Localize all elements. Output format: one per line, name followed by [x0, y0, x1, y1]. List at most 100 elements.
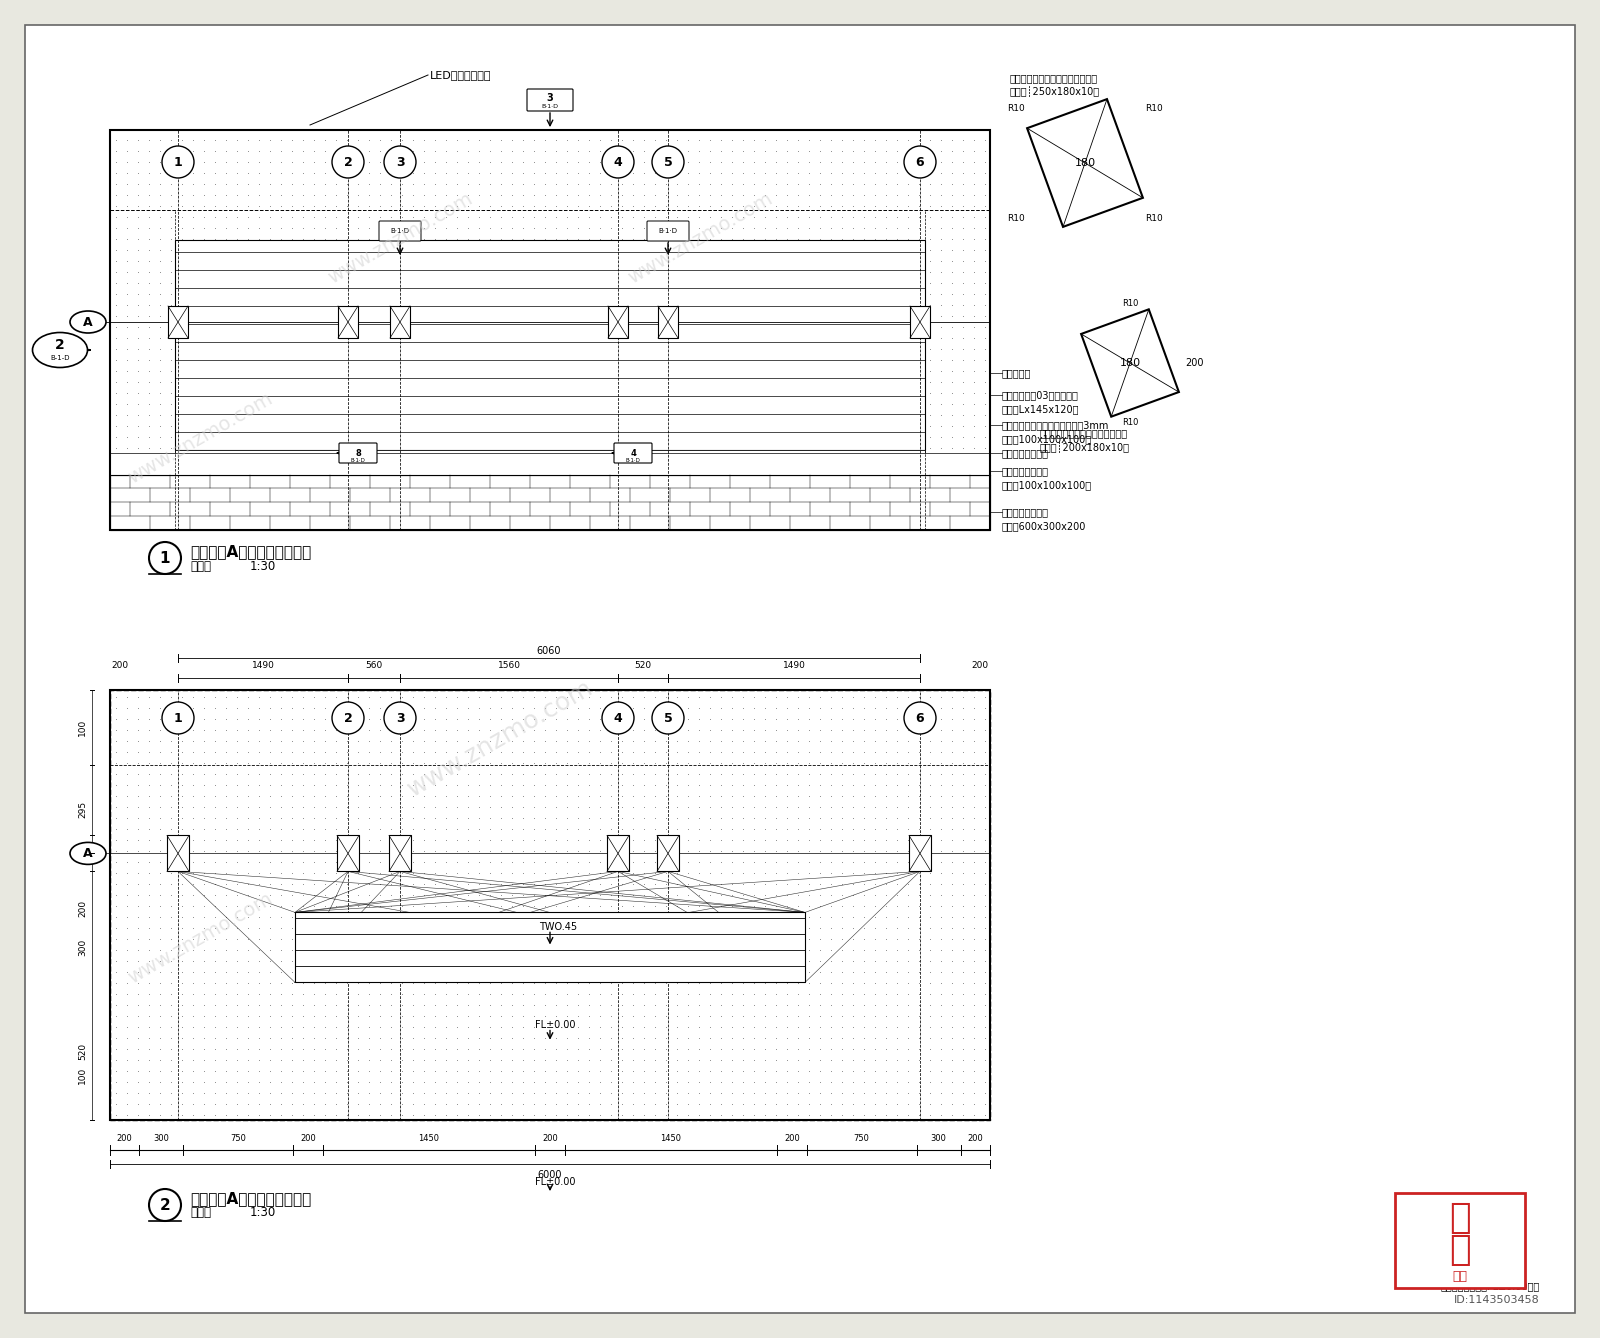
Point: [741, 818, 766, 839]
Point: [477, 128, 502, 150]
Point: [806, 316, 832, 337]
Point: [267, 503, 293, 524]
Point: [179, 840, 205, 862]
Point: [608, 961, 634, 982]
Point: [411, 238, 437, 260]
Point: [235, 961, 261, 982]
Point: [202, 828, 227, 850]
Point: [707, 217, 733, 238]
Point: [829, 415, 854, 436]
Point: [158, 305, 184, 326]
Point: [477, 862, 502, 883]
Point: [422, 1104, 448, 1125]
Point: [894, 785, 920, 807]
Point: [531, 183, 557, 205]
Point: [795, 1082, 821, 1104]
Point: [125, 195, 150, 217]
Point: [411, 305, 437, 326]
Point: [829, 436, 854, 458]
Point: [510, 895, 536, 917]
Point: [576, 272, 602, 293]
Point: [894, 492, 920, 514]
Point: [477, 1104, 502, 1125]
Point: [653, 360, 678, 381]
Point: [960, 337, 986, 359]
Point: [939, 371, 965, 392]
Point: [499, 884, 525, 906]
Point: [763, 250, 789, 272]
Point: [422, 862, 448, 883]
Point: [256, 763, 282, 784]
Point: [576, 697, 602, 719]
Point: [840, 840, 866, 862]
Point: [411, 686, 437, 708]
Point: [928, 238, 954, 260]
Point: [454, 729, 480, 751]
Point: [224, 1016, 250, 1037]
Point: [190, 162, 216, 183]
Text: 200: 200: [78, 900, 86, 917]
Point: [454, 238, 480, 260]
Point: [718, 807, 744, 828]
Point: [565, 971, 590, 993]
Point: [366, 436, 392, 458]
Point: [795, 862, 821, 883]
Point: [906, 480, 931, 502]
Point: [576, 250, 602, 272]
Point: [190, 840, 216, 862]
Point: [960, 686, 986, 708]
Point: [400, 1082, 426, 1104]
Point: [531, 272, 557, 293]
Point: [707, 514, 733, 535]
Point: [696, 1016, 722, 1037]
Point: [619, 360, 645, 381]
Point: [179, 272, 205, 293]
Point: [675, 1070, 701, 1092]
Point: [653, 906, 678, 927]
Point: [818, 1049, 843, 1070]
Point: [531, 371, 557, 392]
Point: [619, 752, 645, 773]
Point: [312, 470, 338, 491]
Point: [422, 371, 448, 392]
Point: [125, 448, 150, 470]
Point: [851, 349, 877, 371]
Point: [213, 238, 238, 260]
Point: [653, 971, 678, 993]
Point: [312, 503, 338, 524]
Point: [443, 238, 469, 260]
Point: [454, 470, 480, 491]
Point: [752, 381, 778, 403]
Point: [378, 470, 403, 491]
Point: [630, 151, 656, 173]
Point: [344, 917, 370, 938]
Point: [179, 1049, 205, 1070]
Point: [499, 1093, 525, 1115]
Point: [477, 818, 502, 839]
Point: [246, 492, 272, 514]
Point: [818, 807, 843, 828]
Point: [784, 349, 810, 371]
Point: [301, 807, 326, 828]
Point: [686, 195, 712, 217]
Point: [587, 316, 613, 337]
Point: [510, 139, 536, 161]
Point: [520, 282, 546, 304]
Point: [312, 162, 338, 183]
Point: [598, 1026, 624, 1048]
Point: [323, 697, 349, 719]
Point: [355, 950, 381, 971]
Point: [246, 282, 272, 304]
Point: [939, 719, 965, 740]
Point: [378, 492, 403, 514]
Point: [114, 1049, 139, 1070]
Point: [664, 480, 690, 502]
Point: [872, 272, 898, 293]
Point: [851, 480, 877, 502]
Point: [190, 851, 216, 872]
Point: [158, 950, 184, 971]
Point: [971, 1026, 997, 1048]
Point: [202, 349, 227, 371]
Point: [125, 1070, 150, 1092]
Point: [598, 961, 624, 982]
